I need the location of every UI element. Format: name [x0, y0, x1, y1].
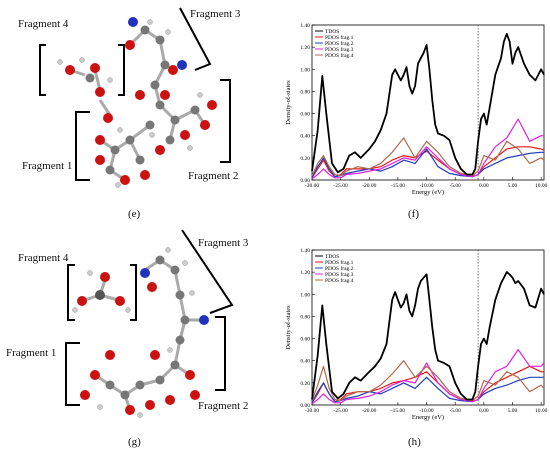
fragment-2-label: Fragment 2	[188, 170, 239, 182]
x-tick-label: -20.00	[362, 183, 376, 189]
legend-label: TDOS	[325, 254, 339, 260]
x-tick-label: -15.00	[391, 183, 405, 189]
y-tick-label: 0.60	[300, 337, 310, 343]
molecule-structure-e	[39, 7, 231, 188]
x-tick-label: 0.00	[479, 183, 489, 189]
bracket-fragment-1	[65, 342, 80, 406]
x-tick-label: 10.00	[535, 183, 548, 189]
y-tick-label: 0.80	[300, 89, 310, 95]
panel-label-g: (g)	[128, 436, 141, 448]
dos-chart-h-svg: 0.00 0.20 0.40 0.60 0.80 1.00 1.20 1.40 -30.00 -2…	[285, 248, 548, 421]
dos-chart-f-svg: 0.00 0.20 0.40 0.60 0.80 1.00 1.20 1.40 -30.00 -2…	[285, 23, 548, 196]
y-tick-label: 0.40	[300, 134, 310, 140]
series-line-pdos-frag-2	[311, 376, 544, 404]
series-line-pdos-frag-4	[311, 137, 545, 177]
series-line-pdos-frag-3	[311, 118, 544, 180]
legend-label: PDOS frag.3	[325, 46, 354, 53]
bracket-fragment-1	[75, 111, 90, 181]
atoms	[57, 17, 217, 188]
bracket-fragment-3	[181, 229, 234, 314]
fragment-3-label: Fragment 3	[190, 8, 241, 20]
x-tick-label: 5.00	[508, 183, 518, 189]
x-axis-label: Energy (eV)	[412, 189, 444, 196]
y-tick-label: 0.80	[300, 314, 310, 320]
plot-frame	[311, 249, 545, 406]
panel-label-e: (e)	[128, 208, 141, 220]
fragment-1-label: Fragment 1	[6, 347, 57, 359]
plot-frame	[311, 24, 545, 181]
y-tick-label: 0.00	[300, 178, 310, 184]
fragment-4-label: Fragment 4	[18, 252, 69, 264]
bracket-fragment-4-right	[130, 264, 137, 321]
y-tick-label: 0.20	[300, 156, 310, 162]
y-tick-label: 1.20	[300, 45, 310, 51]
bracket-fragment-3	[179, 7, 212, 71]
panel-label-h: (h)	[408, 436, 421, 448]
y-tick-label: 1.00	[300, 67, 310, 73]
y-axis-label: Density-of-states	[285, 305, 292, 350]
atoms	[72, 247, 209, 418]
x-tick-label: -30.00	[305, 183, 319, 189]
x-axis-label: Energy (eV)	[412, 414, 444, 421]
molecule-panel-e: Fragment 4 Fragment 3 Fragment 1 Fragmen…	[0, 0, 270, 215]
y-tick-label: 1.00	[300, 292, 310, 298]
x-tick-label: -25.00	[334, 183, 348, 189]
series-line-tdos	[311, 271, 545, 401]
dos-chart-h: 0.00 0.20 0.40 0.60 0.80 1.00 1.20 1.40 -30.00 -2…	[280, 225, 550, 425]
bracket-fragment-2	[220, 79, 231, 163]
legend-label: PDOS frag.1	[325, 259, 354, 266]
molecule-structure-g	[65, 229, 234, 418]
bracket-fragment-4	[67, 264, 75, 321]
x-tick-label: -25.00	[334, 408, 348, 414]
fragment-2-label: Fragment 2	[198, 400, 249, 412]
legend-label: PDOS frag.2	[325, 40, 354, 47]
bracket-fragment-4-right	[118, 44, 125, 96]
panel-label-f: (f)	[408, 208, 419, 220]
y-axis-label: Density-of-states	[285, 80, 292, 125]
x-tick-label: -5.00	[449, 408, 461, 414]
y-tick-label: 1.40	[300, 23, 310, 29]
x-tick-label: -10.00	[419, 408, 433, 414]
y-tick-label: 1.40	[300, 248, 310, 254]
fragment-3-label: Fragment 3	[198, 237, 249, 249]
x-tick-label: 10.00	[535, 408, 548, 414]
legend-label: PDOS frag.2	[325, 265, 354, 272]
bracket-fragment-2	[215, 316, 226, 391]
legend-label: PDOS frag.4	[325, 52, 354, 59]
x-tick-label: -20.00	[362, 408, 376, 414]
y-tick-label: 1.20	[300, 270, 310, 276]
legend-label: PDOS frag.4	[325, 277, 354, 284]
legend-label: PDOS frag.1	[325, 34, 354, 41]
y-tick-label: 0.20	[300, 381, 310, 387]
fragment-1-label: Fragment 1	[22, 160, 73, 172]
x-tick-label: 5.00	[508, 408, 518, 414]
y-tick-label: 0.00	[300, 403, 310, 409]
molecule-panel-g: Fragment 4 Fragment 3 Fragment 1 Fragmen…	[0, 225, 270, 425]
series-line-tdos	[311, 33, 545, 176]
x-tick-label: 0.00	[479, 408, 489, 414]
series-line-pdos-frag-2	[311, 148, 544, 179]
series-line-pdos-frag-4	[311, 360, 545, 402]
legend-label: TDOS	[325, 29, 339, 35]
y-tick-label: 0.60	[300, 112, 310, 118]
x-tick-label: -30.00	[305, 408, 319, 414]
y-tick-label: 0.40	[300, 359, 310, 365]
x-tick-label: -10.00	[419, 183, 433, 189]
x-tick-label: -15.00	[391, 408, 405, 414]
legend-label: PDOS frag.3	[325, 271, 354, 278]
x-tick-label: -5.00	[449, 183, 461, 189]
fragment-4-label: Fragment 4	[18, 18, 69, 30]
bracket-fragment-4	[39, 44, 46, 96]
dos-chart-f: 0.00 0.20 0.40 0.60 0.80 1.00 1.20 1.40 -30.00 -2…	[280, 0, 550, 200]
series-line-pdos-frag-3	[311, 348, 545, 405]
